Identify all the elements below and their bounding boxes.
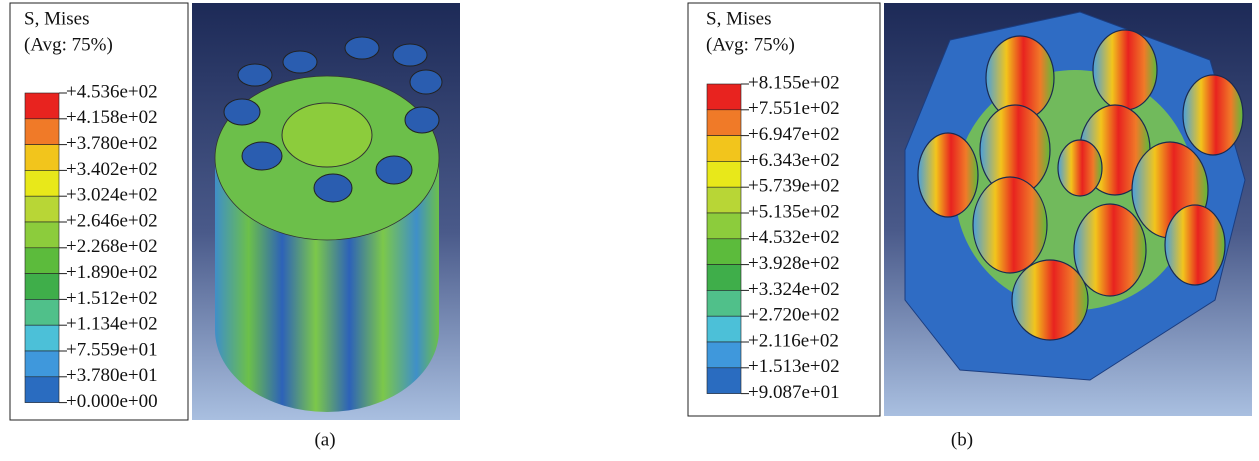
legend-band — [707, 239, 741, 265]
legend-band — [707, 265, 741, 291]
legend-band — [707, 316, 741, 342]
legend-band — [25, 248, 59, 274]
legend-band — [707, 110, 741, 136]
legend-label: +7.551e+02 — [748, 98, 840, 119]
legend-band — [707, 213, 741, 239]
legend-band — [707, 84, 741, 110]
panel-caption: (b) — [951, 429, 973, 450]
legend-band — [707, 290, 741, 316]
legend-label: +1.134e+02 — [66, 314, 158, 335]
legend-band — [707, 136, 741, 162]
legend-label: +4.158e+02 — [66, 107, 158, 128]
legend-label: +7.559e+01 — [66, 339, 158, 360]
legend-label: +3.780e+01 — [66, 365, 158, 386]
legend-label: +3.324e+02 — [748, 279, 840, 300]
legend-label: +3.402e+02 — [66, 159, 158, 180]
legend-label: +5.739e+02 — [748, 176, 840, 197]
legend-label: +4.536e+02 — [66, 81, 158, 102]
legend-band — [25, 299, 59, 325]
legend-label: +4.532e+02 — [748, 227, 840, 248]
legend-label: +1.512e+02 — [66, 288, 158, 309]
legend-band — [707, 161, 741, 187]
legend-label: +8.155e+02 — [748, 72, 840, 93]
legend-title: S, Mises — [706, 8, 771, 29]
legend-label: +1.890e+02 — [66, 262, 158, 283]
legend-title: S, Mises — [24, 8, 89, 29]
legend-label: +2.646e+02 — [66, 210, 158, 231]
legend-label: +1.513e+02 — [748, 356, 840, 377]
legend-title: (Avg: 75%) — [24, 34, 113, 55]
legend-band — [25, 145, 59, 171]
contour-image-b — [884, 3, 1252, 416]
legend-label: +9.087e+01 — [748, 382, 840, 403]
legend-label: +3.928e+02 — [748, 253, 840, 274]
legend-band — [25, 170, 59, 196]
legend-label: +2.116e+02 — [748, 330, 839, 351]
legend-band — [25, 119, 59, 145]
contour-image-a — [192, 3, 460, 420]
legend-label: +2.720e+02 — [748, 305, 840, 326]
legend-label: +2.268e+02 — [66, 236, 158, 257]
figure: S, Mises (Avg: 75%) +4.536e+02 +4.158e+02 +3… — [0, 0, 1259, 456]
panel-caption: (a) — [314, 429, 335, 450]
legend-band — [25, 325, 59, 351]
legend-label: +3.780e+02 — [66, 133, 158, 154]
legend-label: +6.947e+02 — [748, 124, 840, 145]
legend-band — [707, 342, 741, 368]
legend-band — [25, 196, 59, 222]
legend-band — [25, 93, 59, 119]
legend-band — [25, 351, 59, 377]
legend-title: (Avg: 75%) — [706, 34, 795, 55]
legend-band — [25, 222, 59, 248]
legend-label: +5.135e+02 — [748, 201, 840, 222]
legend-band — [707, 187, 741, 213]
legend-band — [707, 368, 741, 394]
legend-label: +6.343e+02 — [748, 150, 840, 171]
legend-band — [25, 377, 59, 403]
legend-band — [25, 274, 59, 300]
legend-label: +3.024e+02 — [66, 185, 158, 206]
legend-label: +0.000e+00 — [66, 391, 158, 412]
